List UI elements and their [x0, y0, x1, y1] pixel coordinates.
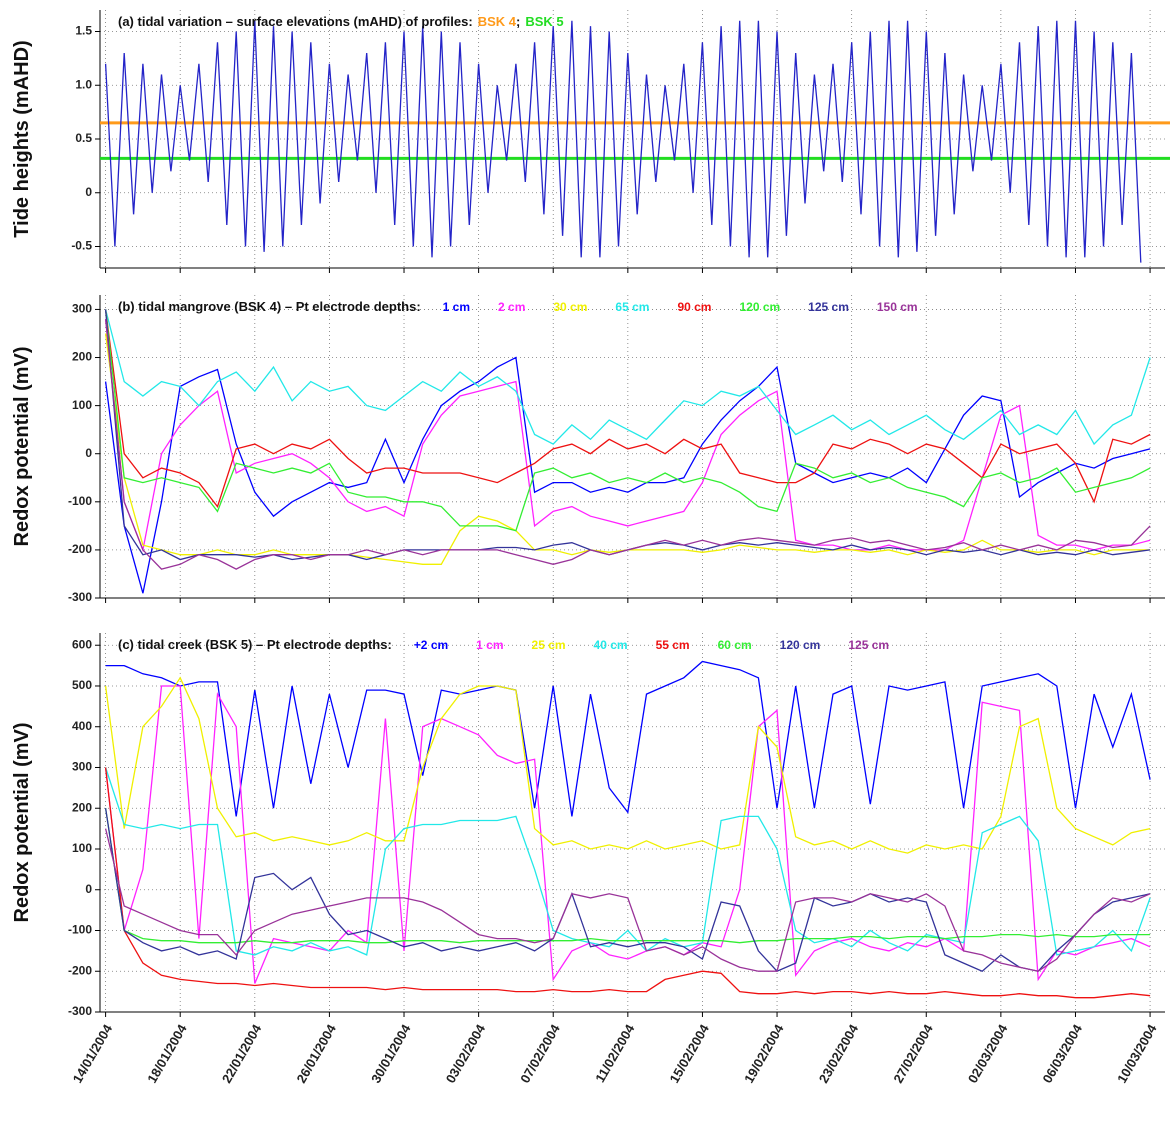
panel-title: (a) tidal variation – surface elevations…: [118, 14, 564, 29]
legend-entry: 60 cm: [718, 638, 752, 652]
series-line: [104, 685, 1151, 984]
x-tick-label: 11/02/2004: [592, 1021, 638, 1085]
legend-entry: 25 cm: [532, 638, 566, 652]
panel-title: (c) tidal creek (BSK 5) – Pt electrode d…: [118, 637, 889, 652]
y-tick-label: 200: [72, 800, 92, 814]
legend-entry: 125 cm: [848, 638, 889, 652]
y-tick-label: 600: [72, 637, 92, 651]
x-tick-label: 30/01/2004: [368, 1021, 414, 1086]
y-tick-label: 300: [72, 760, 92, 774]
legend-separator: ;: [516, 14, 520, 29]
series-line: [104, 20, 1142, 263]
series-line: [104, 808, 1151, 944]
series-line: [104, 808, 1151, 972]
y-tick-label: -100: [68, 923, 92, 937]
y-tick-label: -200: [68, 542, 92, 556]
legend-entry: 120 cm: [780, 638, 821, 652]
series-line: [104, 309, 1151, 446]
y-tick-label: 0: [85, 185, 92, 199]
series-line: [104, 309, 1151, 508]
legend-entry: 90 cm: [677, 300, 711, 314]
y-tick-label: 300: [72, 302, 92, 316]
series-line: [104, 828, 1151, 972]
x-tick-label: 10/03/2004: [1114, 1021, 1160, 1086]
series-line: [105, 660, 1151, 817]
y-tick-label: -100: [68, 494, 92, 508]
series-line: [104, 767, 1151, 956]
legend-entry: 40 cm: [594, 638, 628, 652]
series-line: [104, 676, 1151, 854]
plot-area: [100, 633, 1165, 1012]
title-text: (b) tidal mangrove (BSK 4) – Pt electrod…: [118, 299, 421, 314]
legend-entry: BSK 5: [525, 14, 563, 29]
x-tick-label: 27/02/2004: [890, 1021, 936, 1086]
x-tick-label: 18/01/2004: [144, 1021, 190, 1086]
y-tick-label: -200: [68, 963, 92, 977]
legend-entry: 125 cm: [808, 300, 849, 314]
x-tick-label: 02/03/2004: [965, 1021, 1011, 1086]
y-tick-label: 0: [85, 882, 92, 896]
y-axis-label: Redox potential (mV): [11, 346, 33, 546]
legend-entry: 120 cm: [739, 300, 780, 314]
y-tick-label: 100: [72, 841, 92, 855]
y-tick-label: 1.0: [75, 77, 92, 91]
legend-entry: BSK 4: [478, 14, 517, 29]
y-tick-label: -300: [68, 1004, 92, 1018]
y-tick-label: 500: [72, 678, 92, 692]
title-text: (a) tidal variation – surface elevations…: [118, 14, 473, 29]
x-tick-label: 14/01/2004: [70, 1021, 116, 1086]
series-line: [104, 356, 1151, 594]
y-tick-label: -0.5: [71, 239, 92, 253]
y-tick-label: 0.5: [75, 131, 92, 145]
y-tick-label: -300: [68, 590, 92, 604]
x-tick-label: 06/03/2004: [1040, 1021, 1086, 1086]
y-tick-label: 200: [72, 350, 92, 364]
legend-entry: 30 cm: [553, 300, 587, 314]
legend-entry: 150 cm: [877, 300, 918, 314]
series-line: [104, 309, 1151, 532]
x-tick-label: 03/02/2004: [443, 1021, 489, 1086]
y-tick-label: 1.5: [75, 24, 92, 38]
legend-entry: 1 cm: [476, 638, 503, 652]
x-tick-label: 19/02/2004: [741, 1021, 787, 1086]
series-line: [104, 767, 1151, 999]
plot-area: [100, 295, 1165, 598]
x-tick-label: 15/02/2004: [666, 1021, 712, 1086]
y-tick-label: 0: [85, 446, 92, 460]
x-tick-label: 22/01/2004: [219, 1021, 265, 1086]
y-axis-label: Tide heights (mAHD): [11, 40, 33, 237]
x-tick-label: 26/01/2004: [293, 1021, 339, 1086]
x-tick-label: 23/02/2004: [816, 1021, 862, 1086]
legend-entry: 55 cm: [656, 638, 690, 652]
legend-entry: 2 cm: [498, 300, 525, 314]
series-line: [104, 318, 1151, 553]
y-axis-label: Redox potential (mV): [11, 722, 33, 922]
title-text: (c) tidal creek (BSK 5) – Pt electrode d…: [118, 637, 392, 652]
legend-entry: 65 cm: [615, 300, 649, 314]
legend-entry: 1 cm: [443, 300, 470, 314]
legend-entry: +2 cm: [414, 638, 448, 652]
x-tick-label: 07/02/2004: [517, 1021, 563, 1086]
y-tick-label: 100: [72, 398, 92, 412]
y-tick-label: 400: [72, 719, 92, 733]
panel-title: (b) tidal mangrove (BSK 4) – Pt electrod…: [118, 299, 918, 314]
series-line: [104, 318, 1151, 570]
